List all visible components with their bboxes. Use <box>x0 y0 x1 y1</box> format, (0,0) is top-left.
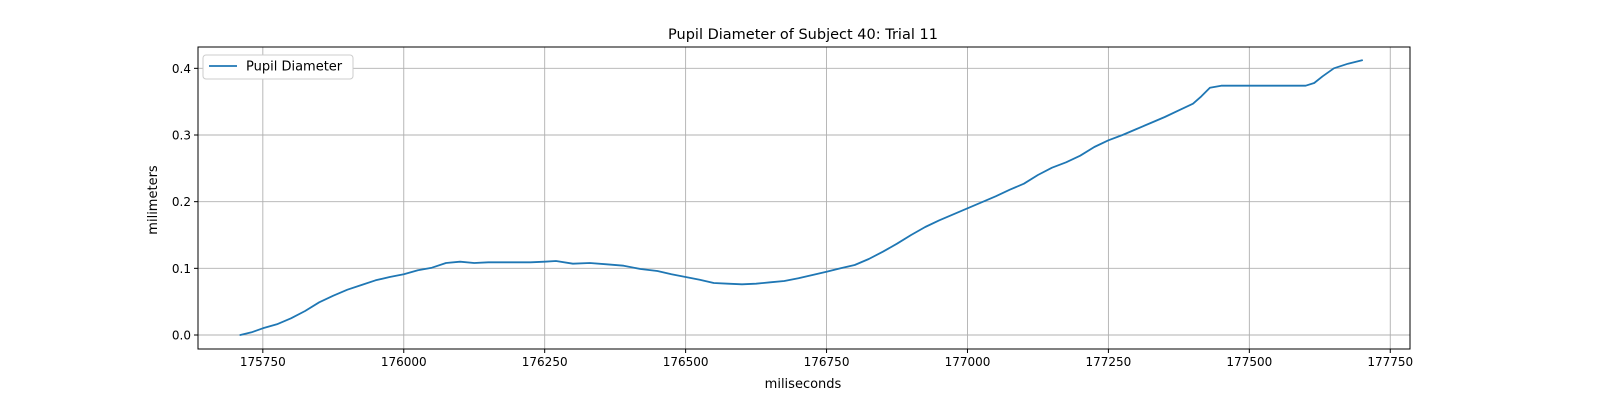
y-tick-label: 0.4 <box>172 62 191 76</box>
x-tick-label: 177500 <box>1226 355 1272 369</box>
x-tick-label: 177000 <box>945 355 991 369</box>
x-axis-label: miliseconds <box>765 377 842 392</box>
y-tick-label: 0.3 <box>172 129 191 143</box>
y-tick-label: 0.2 <box>172 195 191 209</box>
x-tick-label: 176000 <box>381 355 427 369</box>
x-tick-label: 175750 <box>240 355 286 369</box>
legend-label: Pupil Diameter <box>246 60 343 75</box>
x-tick-label: 176500 <box>663 355 709 369</box>
y-tick-label: 0.0 <box>172 329 191 343</box>
chart-title: Pupil Diameter of Subject 40: Trial 11 <box>668 27 938 43</box>
y-axis-label: milimeters <box>146 165 161 235</box>
axis-ticks: 175750 176000 176250 176500 176750 177000 1772… <box>172 62 1413 369</box>
legend: Pupil Diameter <box>202 54 354 80</box>
plot-frame <box>197 46 1411 350</box>
x-tick-label: 177750 <box>1367 355 1413 369</box>
x-tick-label: 176750 <box>804 355 850 369</box>
legend-box <box>202 54 354 80</box>
series-layer <box>239 59 1363 336</box>
series-line-pupil-diameter <box>239 59 1363 336</box>
x-tick-label: 176250 <box>522 355 568 369</box>
x-tick-label: 177250 <box>1086 355 1132 369</box>
y-tick-label: 0.1 <box>172 262 191 276</box>
grid-lines <box>198 47 1410 349</box>
